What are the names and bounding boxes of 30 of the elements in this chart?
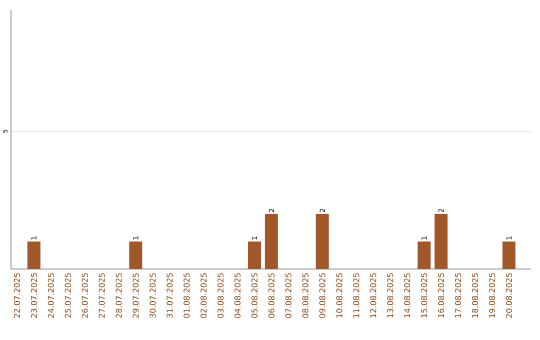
x-tick-label: 18.08.2025 [472, 273, 478, 318]
x-tick-label: 27.07.2025 [98, 273, 105, 318]
x-tick-label: 12.08.2025 [370, 273, 376, 318]
x-tick-label: 14.08.2025 [404, 273, 410, 318]
x-tick-label: 26.07.2025 [82, 273, 88, 318]
x-tick-label: 22.07.2025 [14, 273, 20, 318]
x-tick-label: 17.08.2025 [455, 273, 462, 318]
x-tick-label: 10.08.2025 [336, 273, 342, 318]
x-tick-label: 20.08.2025 [506, 273, 512, 318]
x-tick-label: 05.08.2025 [251, 273, 258, 318]
x-tick-label: 29.07.2025 [132, 273, 139, 318]
x-tick-label: 08.08.2025 [302, 273, 308, 318]
x-tick-label: 31.07.2025 [166, 273, 173, 318]
x-tick-label: 25.07.2025 [64, 273, 71, 318]
x-tick-label: 24.07.2025 [48, 273, 54, 318]
x-tick-label: 03.08.2025 [218, 273, 224, 318]
x-tick-label: 04.08.2025 [234, 273, 241, 318]
x-tick-label: 02.08.2025 [200, 273, 207, 318]
x-tick-label: 15.08.2025 [421, 273, 428, 318]
x-tick-label: 01.08.2025 [184, 273, 190, 318]
x-tick-label: 16.08.2025 [438, 273, 444, 318]
x-tick-label: 28.07.2025 [116, 273, 122, 318]
x-tick-label: 23.07.2025 [30, 273, 37, 318]
x-tick-label: 19.08.2025 [488, 273, 496, 318]
x-tick-label: 13.08.2025 [387, 273, 394, 318]
x-tick-label: 09.08.2025 [319, 273, 326, 318]
x-tick-label: 11.08.2025 [353, 273, 360, 318]
x-tick-label: 30.07.2025 [150, 273, 156, 318]
x-tick-label: 07.08.2025 [285, 273, 292, 318]
x-tick-label: 06.08.2025 [268, 273, 274, 318]
